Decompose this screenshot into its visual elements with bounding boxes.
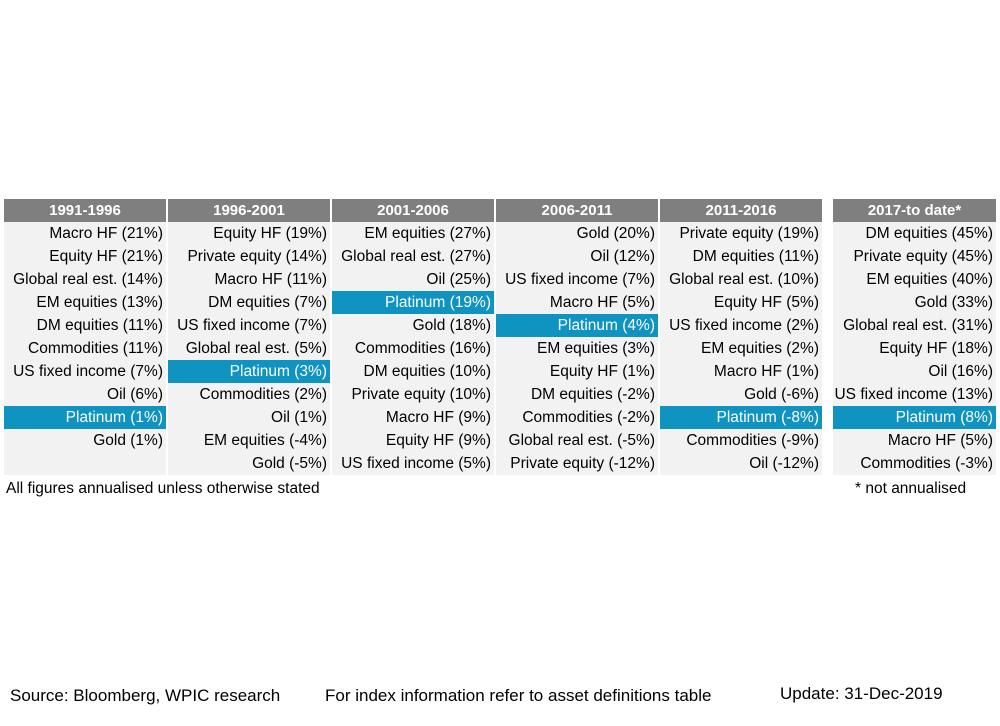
asset-cell: Macro HF (1%) xyxy=(660,360,822,383)
asset-cell: Oil (6%) xyxy=(4,383,166,406)
asset-cell xyxy=(4,452,166,475)
asset-cell: Commodities (-9%) xyxy=(660,429,822,452)
column-header: 1991-1996 xyxy=(4,199,166,222)
asset-cell: DM equities (7%) xyxy=(168,291,330,314)
asset-cell: US fixed income (13%) xyxy=(833,383,996,406)
asset-cell: US fixed income (7%) xyxy=(496,268,658,291)
column-1991-1996: 1991-1996 Macro HF (21%) Equity HF (21%) Gl… xyxy=(4,199,166,475)
asset-cell: EM equities (2%) xyxy=(660,337,822,360)
source-text: Source: Bloomberg, WPIC research xyxy=(10,686,281,705)
asset-cell: Commodities (-2%) xyxy=(496,406,658,429)
asset-cell: Equity HF (21%) xyxy=(4,245,166,268)
asset-cell: Commodities (16%) xyxy=(332,337,494,360)
asset-cell: DM equities (-2%) xyxy=(496,383,658,406)
asset-cell: Equity HF (9%) xyxy=(332,429,494,452)
asset-cell: Global real est. (10%) xyxy=(660,268,822,291)
column-header: 2017-to date* xyxy=(833,199,996,222)
column-2017-to-date: 2017-to date* DM equities (45%) Private eq… xyxy=(833,199,996,475)
asset-cell: Global real est. (5%) xyxy=(168,337,330,360)
platinum-cell: Platinum (-8%) xyxy=(660,406,822,429)
asset-cell: Private equity (45%) xyxy=(833,245,996,268)
column-2001-2006: 2001-2006 EM equities (27%) Global real es… xyxy=(332,199,494,475)
asset-cell: Global real est. (14%) xyxy=(4,268,166,291)
asset-cell: Private equity (14%) xyxy=(168,245,330,268)
column-2006-2011: 2006-2011 Gold (20%) Oil (12%) US fixed inc… xyxy=(496,199,658,475)
asset-cell: Gold (1%) xyxy=(4,429,166,452)
asset-cell: DM equities (11%) xyxy=(4,314,166,337)
asset-cell: Oil (16%) xyxy=(833,360,996,383)
asset-cell: DM equities (11%) xyxy=(660,245,822,268)
asset-cell: Commodities (11%) xyxy=(4,337,166,360)
asset-cell: Gold (18%) xyxy=(332,314,494,337)
asset-cell: Equity HF (19%) xyxy=(168,222,330,245)
asset-cell: Global real est. (27%) xyxy=(332,245,494,268)
asset-cell: Macro HF (11%) xyxy=(168,268,330,291)
asset-cell: Private equity (-12%) xyxy=(496,452,658,475)
platinum-cell: Platinum (3%) xyxy=(168,360,330,383)
asset-cell: Macro HF (5%) xyxy=(833,429,996,452)
asset-cell: Gold (33%) xyxy=(833,291,996,314)
asset-cell: US fixed income (2%) xyxy=(660,314,822,337)
platinum-cell: Platinum (8%) xyxy=(833,406,996,429)
column-header: 2011-2016 xyxy=(660,199,822,222)
asset-cell: Gold (20%) xyxy=(496,222,658,245)
platinum-cell: Platinum (19%) xyxy=(332,291,494,314)
asset-cell: EM equities (40%) xyxy=(833,268,996,291)
asset-cell: EM equities (3%) xyxy=(496,337,658,360)
column-header: 2006-2011 xyxy=(496,199,658,222)
update-date: Update: 31-Dec-2019 xyxy=(780,684,943,703)
asset-cell: Macro HF (21%) xyxy=(4,222,166,245)
asset-cell: DM equities (10%) xyxy=(332,360,494,383)
asset-cell: Equity HF (5%) xyxy=(660,291,822,314)
asset-cell: Oil (25%) xyxy=(332,268,494,291)
asset-cell: Oil (1%) xyxy=(168,406,330,429)
asset-cell: Private equity (10%) xyxy=(332,383,494,406)
platinum-cell: Platinum (1%) xyxy=(4,406,166,429)
column-header: 2001-2006 xyxy=(332,199,494,222)
asset-cell: Gold (-5%) xyxy=(168,452,330,475)
asset-cell: Private equity (19%) xyxy=(660,222,822,245)
asset-cell: Global real est. (-5%) xyxy=(496,429,658,452)
asset-cell: Commodities (2%) xyxy=(168,383,330,406)
asset-cell: EM equities (13%) xyxy=(4,291,166,314)
asset-cell: Gold (-6%) xyxy=(660,383,822,406)
index-info-text: For index information refer to asset def… xyxy=(325,686,712,705)
asset-cell: Oil (-12%) xyxy=(660,452,822,475)
platinum-cell: Platinum (4%) xyxy=(496,314,658,337)
asset-cell: Equity HF (18%) xyxy=(833,337,996,360)
asset-cell: DM equities (45%) xyxy=(833,222,996,245)
asset-cell: US fixed income (7%) xyxy=(168,314,330,337)
asset-cell: Commodities (-3%) xyxy=(833,452,996,475)
asset-cell: US fixed income (7%) xyxy=(4,360,166,383)
asset-cell: Macro HF (9%) xyxy=(332,406,494,429)
column-1996-2001: 1996-2001 Equity HF (19%) Private equity (… xyxy=(168,199,330,475)
annualised-note: All figures annualised unless otherwise … xyxy=(6,480,320,497)
asset-cell: EM equities (-4%) xyxy=(168,429,330,452)
asset-cell: EM equities (27%) xyxy=(332,222,494,245)
column-header: 1996-2001 xyxy=(168,199,330,222)
column-2011-2016: 2011-2016 Private equity (19%) DM equities… xyxy=(660,199,822,475)
asset-cell: Macro HF (5%) xyxy=(496,291,658,314)
asset-cell: US fixed income (5%) xyxy=(332,452,494,475)
not-annualised-note: * not annualised xyxy=(855,480,967,497)
asset-cell: Equity HF (1%) xyxy=(496,360,658,383)
asset-cell: Global real est. (31%) xyxy=(833,314,996,337)
asset-cell: Oil (12%) xyxy=(496,245,658,268)
